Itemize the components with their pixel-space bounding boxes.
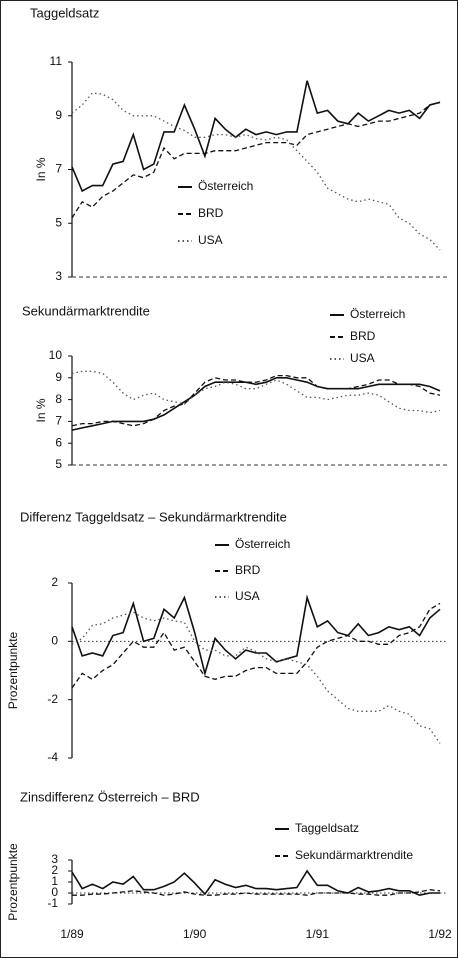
data-line bbox=[71, 611, 441, 744]
y-axis-label: In % bbox=[34, 398, 48, 422]
y-tick-label: 7 bbox=[55, 162, 62, 176]
y-tick-label: -2 bbox=[47, 692, 58, 706]
chart-title: Differenz Taggeldsatz – Sekundärmarktren… bbox=[20, 509, 287, 524]
data-line bbox=[71, 594, 441, 677]
data-line bbox=[71, 869, 440, 897]
legend-label: USA bbox=[235, 589, 260, 603]
chart-title: Taggeldsatz bbox=[30, 5, 99, 20]
y-tick-label: 2 bbox=[51, 863, 58, 877]
y-tick-label: 5 bbox=[55, 215, 62, 229]
legend-label: BRD bbox=[235, 563, 261, 577]
y-tick-label: 7 bbox=[55, 414, 62, 428]
data-line bbox=[71, 101, 441, 219]
chart-title: Sekundärmarktrendite bbox=[22, 303, 150, 318]
y-tick-label: 6 bbox=[55, 435, 62, 449]
y-axis-label: Prozentpunkte bbox=[6, 843, 20, 921]
legend-label: USA bbox=[198, 233, 223, 247]
data-line bbox=[71, 377, 441, 431]
legend-label: Österreich bbox=[350, 307, 405, 321]
x-tick-label: 1/92 bbox=[428, 927, 452, 941]
legend-label: Sekundärmarktrendite bbox=[295, 848, 413, 862]
y-tick-label: 1 bbox=[51, 874, 58, 888]
y-tick-label: 9 bbox=[55, 108, 62, 122]
legend-label: Taggeldsatz bbox=[295, 821, 359, 835]
x-tick-label: 1/89 bbox=[60, 927, 84, 941]
y-tick-label: -1 bbox=[47, 896, 58, 910]
legend-label: Österreich bbox=[235, 537, 290, 551]
y-tick-label: 11 bbox=[50, 54, 63, 68]
legend-label: BRD bbox=[350, 329, 376, 343]
chart-title: Zinsdifferenz Österreich – BRD bbox=[20, 789, 200, 804]
y-tick-label: 3 bbox=[51, 852, 58, 866]
y-tick-label: 2 bbox=[51, 575, 58, 589]
data-line bbox=[71, 370, 441, 414]
y-tick-label: 0 bbox=[51, 885, 58, 899]
legend-label: USA bbox=[350, 351, 375, 365]
data-line bbox=[71, 92, 441, 251]
legend-label: Österreich bbox=[198, 179, 253, 193]
y-axis-label: Prozentpunkte bbox=[6, 631, 20, 709]
y-tick-label: -4 bbox=[47, 750, 58, 764]
data-line bbox=[71, 374, 441, 427]
y-tick-label: 5 bbox=[55, 457, 62, 471]
y-tick-label: 3 bbox=[55, 269, 62, 283]
y-tick-label: 9 bbox=[55, 370, 62, 384]
y-tick-label: 10 bbox=[49, 348, 63, 362]
legend-label: BRD bbox=[198, 206, 224, 220]
y-tick-label: 8 bbox=[55, 392, 62, 406]
x-tick-label: 1/90 bbox=[183, 927, 207, 941]
y-tick-label: 0 bbox=[51, 634, 58, 648]
data-line bbox=[71, 80, 441, 193]
x-tick-label: 1/91 bbox=[306, 927, 330, 941]
data-line bbox=[72, 889, 441, 896]
y-axis-label: In % bbox=[34, 157, 48, 181]
data-line bbox=[71, 602, 441, 689]
